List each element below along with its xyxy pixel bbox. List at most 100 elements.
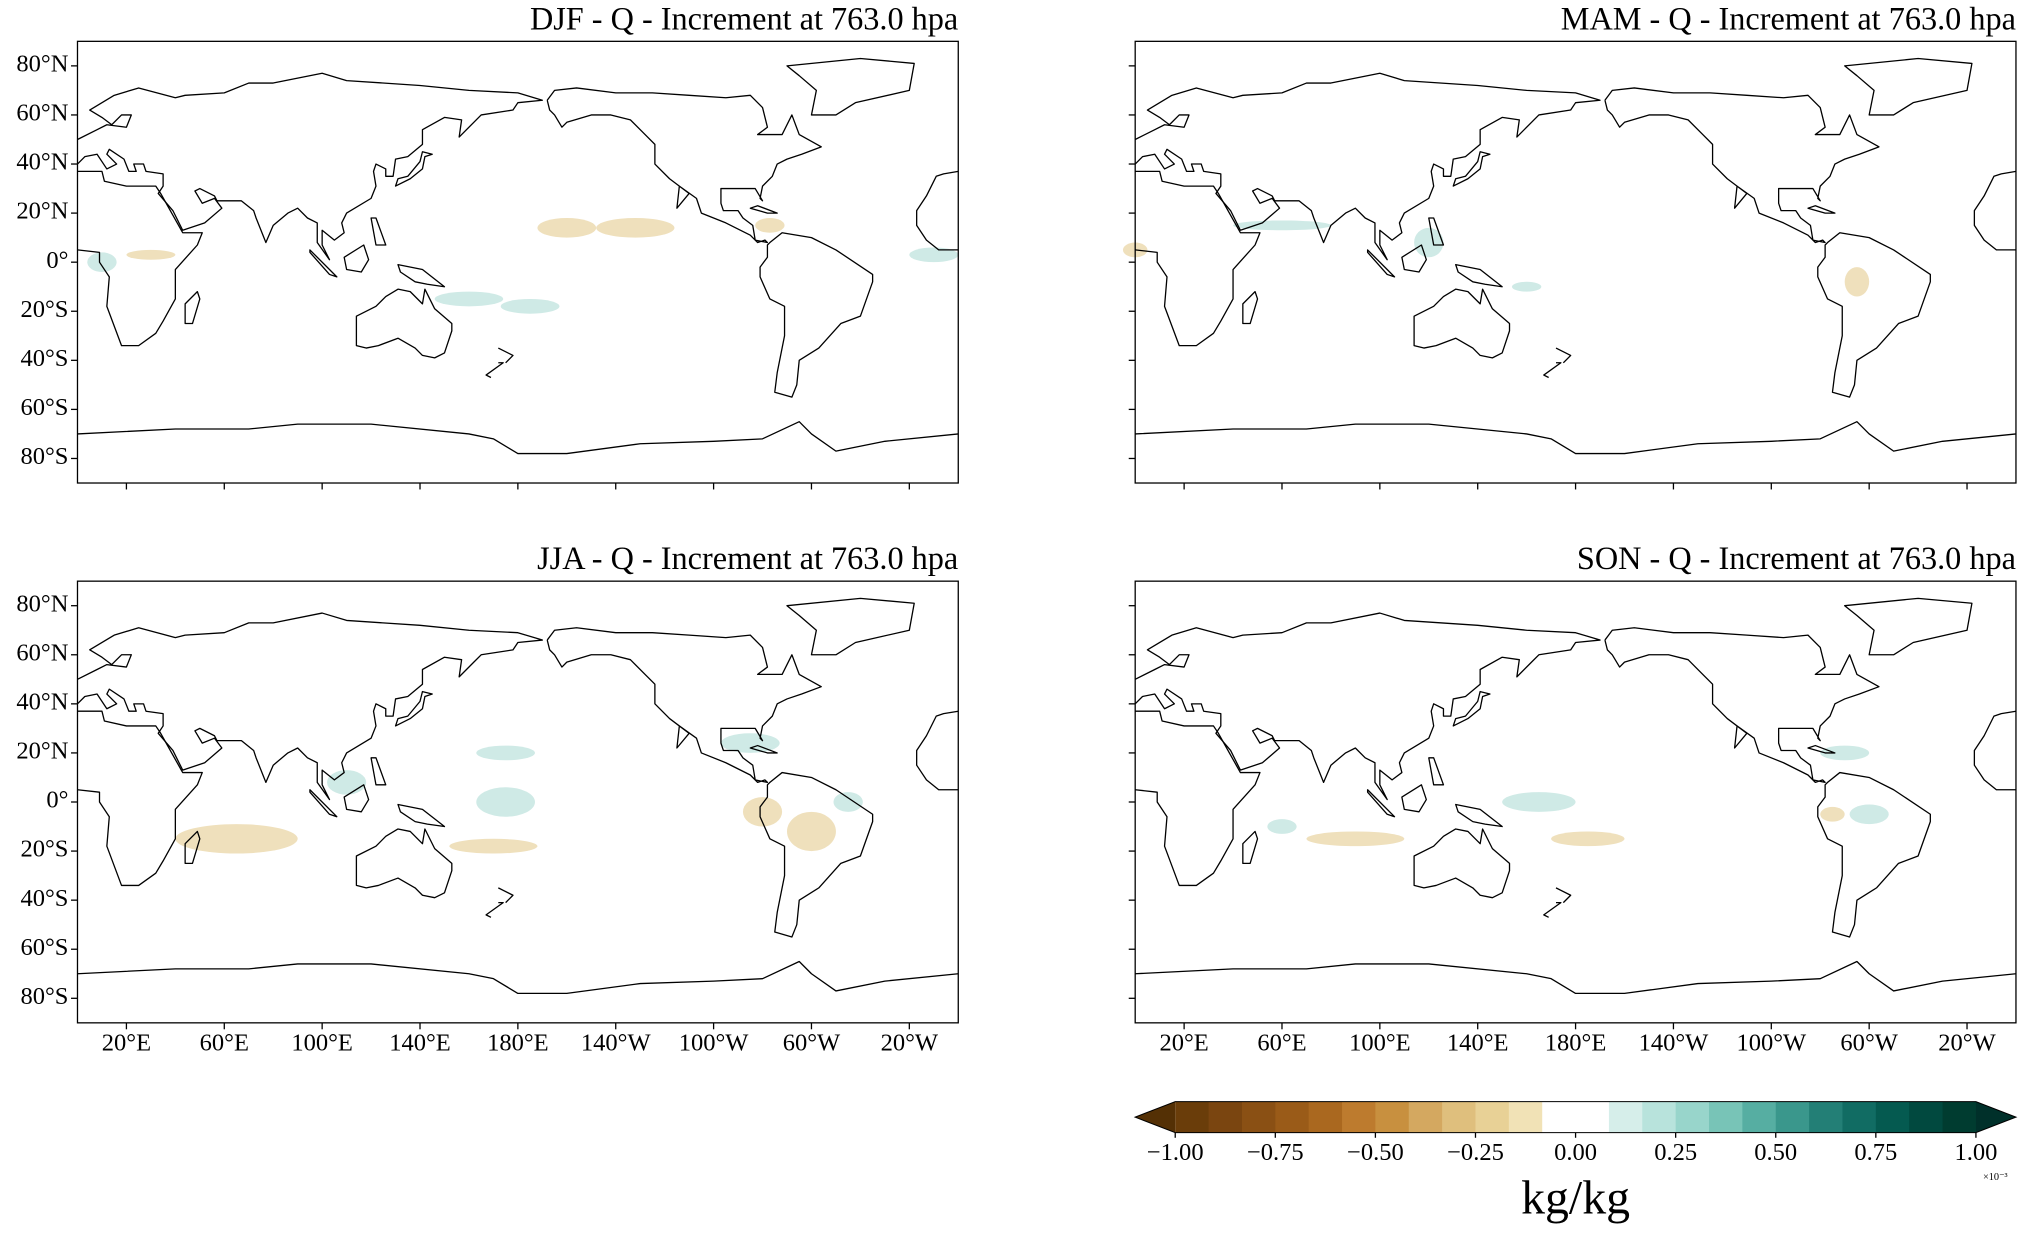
field-blob: [1511, 281, 1542, 292]
field-blob: [476, 745, 535, 761]
field-blob: [500, 298, 560, 314]
colorbar-level: [1875, 1101, 1910, 1133]
field-blob: [755, 218, 785, 233]
colorbar-level: [1809, 1101, 1844, 1133]
colorbar: −1.00 −0.75 −0.50 −0.25 0.00 0.25 0.50 0.75 1.00…: [1133, 1101, 2018, 1224]
coastline: [1133, 56, 2018, 456]
colorbar-tick-label: −0.50: [1347, 1139, 1404, 1166]
lat-tick-label: 80°N: [16, 590, 68, 617]
lon-tick-label: 20°W: [881, 1029, 939, 1056]
lon-tick-label: 100°W: [1736, 1029, 1807, 1056]
field-blob: [833, 792, 863, 812]
lat-tick-label: 80°S: [20, 443, 68, 470]
colorbar-tick-label: 0.50: [1754, 1139, 1797, 1166]
lon-tick-label: 60°E: [200, 1029, 249, 1056]
field-blob: [537, 218, 597, 238]
lon-tick-label: 60°E: [1257, 1029, 1306, 1056]
colorbar-level: [1342, 1101, 1377, 1133]
field-blob: [327, 770, 367, 795]
lat-tick-label: 20°S: [20, 836, 68, 863]
lat-tick-label: 40°S: [20, 345, 68, 372]
lat-tick-label: 0°: [46, 247, 68, 274]
field-blob: [126, 249, 176, 260]
panel-title: DJF - Q - Increment at 763.0 hpa: [530, 0, 958, 36]
coastline: [75, 56, 960, 456]
colorbar-level: [1775, 1101, 1810, 1133]
lat-tick-label: 40°N: [16, 688, 68, 715]
lon-tick-label: 20°W: [1938, 1029, 1996, 1056]
lon-tick-label: 100°E: [291, 1029, 353, 1056]
colorbar-level: [1542, 1101, 1577, 1133]
field-blob: [1849, 804, 1889, 825]
lat-tick-label: 20°S: [20, 296, 68, 323]
field-blob: [1820, 745, 1870, 761]
colorbar-level: [1442, 1101, 1477, 1133]
field-blob: [786, 811, 836, 852]
colorbar-offset: ×10⁻³: [1983, 1172, 2008, 1183]
colorbar-under: [1135, 1101, 1176, 1133]
field-blob: [1820, 806, 1845, 822]
colorbar-level: [1241, 1101, 1276, 1133]
lon-tick-label: 60°W: [783, 1029, 841, 1056]
map-panel: MAM - Q - Increment at 763.0 hpa: [1122, 0, 2018, 490]
field-blob: [909, 247, 959, 263]
lon-tick-label: 60°W: [1840, 1029, 1898, 1056]
colorbar-level: [1608, 1101, 1643, 1133]
field-blob: [742, 797, 783, 827]
colorbar-level: [1475, 1101, 1510, 1133]
colorbar-level: [1742, 1101, 1777, 1133]
lon-tick-label: 100°E: [1349, 1029, 1411, 1056]
lon-tick-label: 180°E: [487, 1029, 549, 1056]
map-panel: JJA - Q - Increment at 763.0 hpa 80°N 60°N…: [16, 540, 960, 1056]
lat-tick-label: 60°S: [20, 394, 68, 421]
field-blob: [434, 291, 504, 307]
panel-frame: [76, 40, 959, 484]
field-blob: [1844, 267, 1870, 297]
panel-title: SON - Q - Increment at 763.0 hpa: [1577, 540, 2016, 576]
field-blob: [175, 824, 298, 854]
map-panel: DJF - Q - Increment at 763.0 hpa 80°N 60°N…: [16, 0, 960, 490]
colorbar-level: [1942, 1101, 1977, 1133]
panel-title: MAM - Q - Increment at 763.0 hpa: [1561, 0, 2016, 36]
lat-tick-label: 0°: [46, 787, 68, 814]
colorbar-level: [1842, 1101, 1877, 1133]
colorbar-tick-label: 0.75: [1854, 1139, 1897, 1166]
colorbar-tick-label: 1.00: [1954, 1139, 1997, 1166]
lon-tick-label: 180°E: [1545, 1029, 1607, 1056]
colorbar-level: [1675, 1101, 1710, 1133]
colorbar-tick-label: 0.00: [1554, 1139, 1597, 1166]
field-blob: [1414, 227, 1444, 258]
lon-tick-label: 100°W: [679, 1029, 750, 1056]
panel-title: JJA - Q - Increment at 763.0 hpa: [537, 540, 958, 576]
colorbar-level: [1508, 1101, 1543, 1133]
colorbar-level: [1642, 1101, 1677, 1133]
field-blob: [87, 252, 117, 272]
colorbar-level: [1709, 1101, 1744, 1133]
field-blob: [1502, 792, 1576, 812]
coastline: [1133, 596, 2018, 995]
lon-tick-label: 20°E: [102, 1029, 151, 1056]
colorbar-level: [1308, 1101, 1343, 1133]
field-blob: [449, 838, 538, 854]
lat-tick-label: 40°N: [16, 149, 68, 176]
colorbar-tick-label: −1.00: [1147, 1139, 1204, 1166]
colorbar-tick-label: −0.75: [1247, 1139, 1304, 1166]
colorbar-level: [1909, 1101, 1944, 1133]
field-blob: [1551, 831, 1625, 847]
field-blob: [476, 787, 535, 817]
lon-tick-label: 20°E: [1159, 1029, 1208, 1056]
colorbar-level: [1175, 1101, 1210, 1133]
lat-tick-label: 60°N: [16, 639, 68, 666]
colorbar-tick-label: −0.25: [1447, 1139, 1504, 1166]
lat-tick-label: 60°S: [20, 934, 68, 961]
lat-tick-label: 80°N: [16, 50, 68, 77]
field-blob: [596, 218, 675, 238]
field-blob: [1267, 819, 1297, 834]
lat-tick-label: 80°S: [20, 983, 68, 1010]
colorbar-label: kg/kg: [1521, 1171, 1630, 1224]
colorbar-level: [1275, 1101, 1310, 1133]
colorbar-over: [1975, 1101, 2016, 1133]
map-panel: SON - Q - Increment at 763.0 hpa 20°E 60°E…: [1128, 540, 2018, 1056]
